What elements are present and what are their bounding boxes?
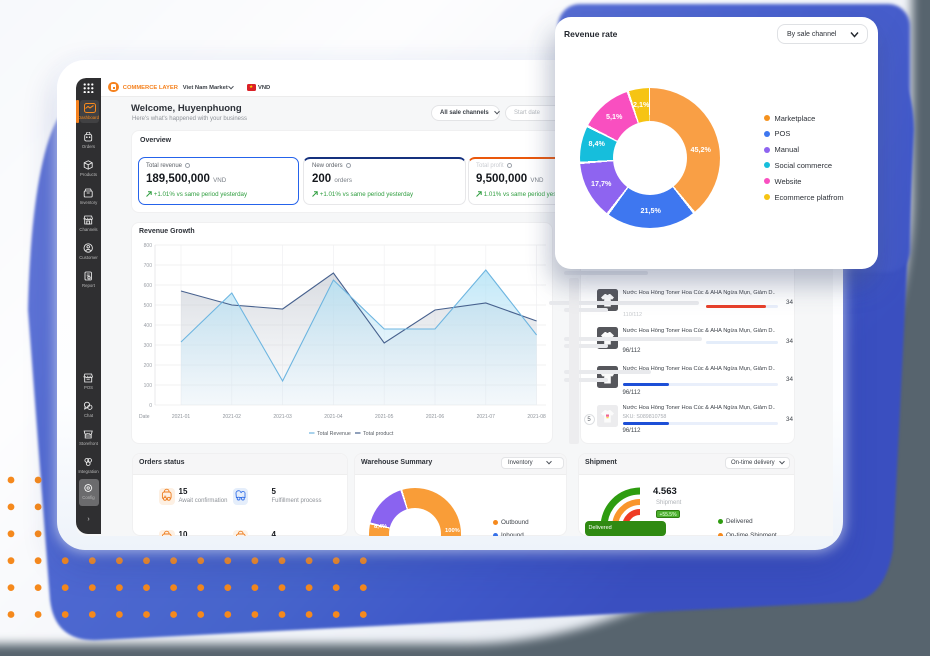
svg-text:2021-07: 2021-07 bbox=[477, 414, 496, 420]
svg-text:2021-05: 2021-05 bbox=[375, 414, 394, 420]
svg-text:2021-06: 2021-06 bbox=[426, 414, 445, 420]
svg-text:700: 700 bbox=[144, 263, 153, 269]
svg-text:2021-04: 2021-04 bbox=[324, 414, 343, 420]
svg-text:300: 300 bbox=[144, 343, 153, 349]
svg-text:800: 800 bbox=[144, 243, 153, 249]
svg-text:2021-08: 2021-08 bbox=[527, 414, 546, 420]
svg-text:Total Revenue: Total Revenue bbox=[317, 431, 351, 437]
svg-text:2021-03: 2021-03 bbox=[273, 414, 292, 420]
svg-text:600: 600 bbox=[144, 283, 153, 289]
svg-text:2021-01: 2021-01 bbox=[172, 414, 191, 420]
svg-text:2021-02: 2021-02 bbox=[223, 414, 242, 420]
svg-text:400: 400 bbox=[144, 323, 153, 329]
svg-text:Total product: Total product bbox=[363, 431, 394, 437]
svg-text:Date: Date bbox=[139, 414, 150, 420]
svg-text:100: 100 bbox=[144, 383, 153, 389]
svg-text:500: 500 bbox=[144, 303, 153, 309]
svg-text:0: 0 bbox=[149, 403, 152, 409]
svg-text:200: 200 bbox=[144, 363, 153, 369]
